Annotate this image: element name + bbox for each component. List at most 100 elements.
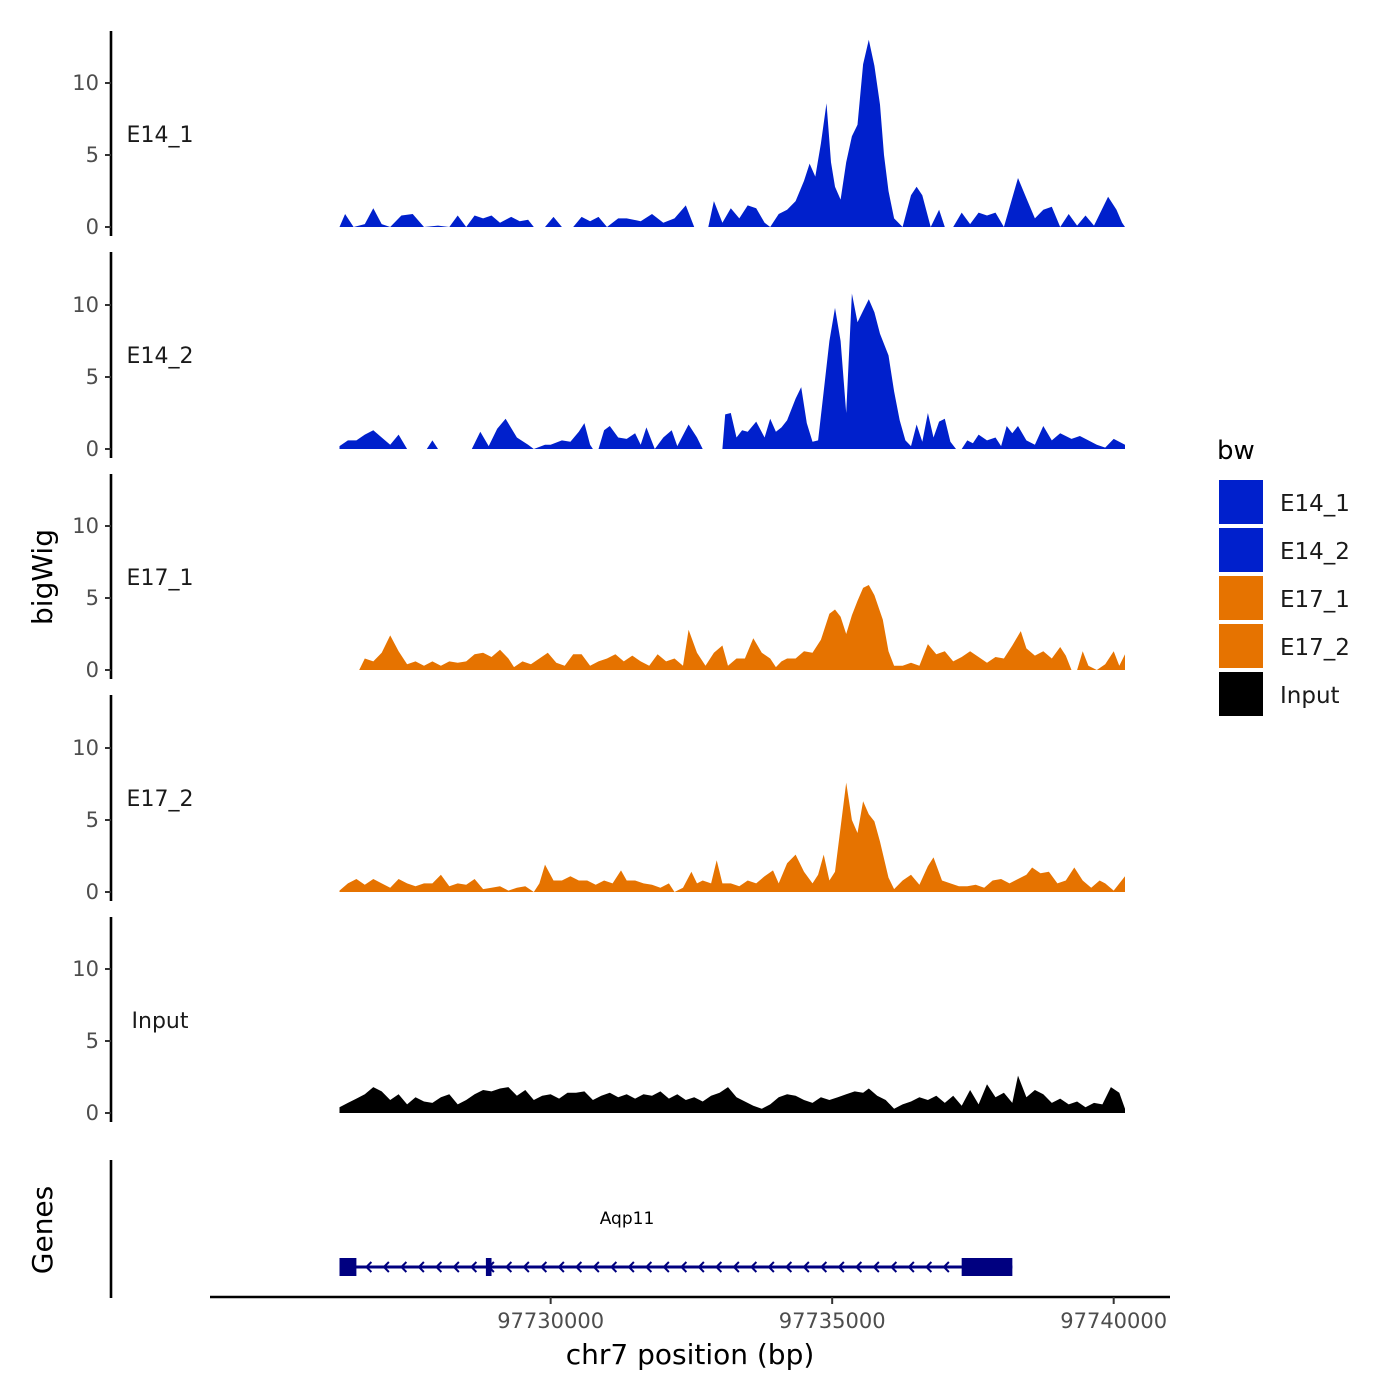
- strand-arrow: [609, 1261, 618, 1273]
- strand-arrow: [819, 1261, 828, 1273]
- y-axis-ticks-e14-2: 0 5 10: [72, 293, 111, 461]
- legend-key-e17-1: [1219, 576, 1263, 620]
- legend-key-e17-2: [1219, 624, 1263, 668]
- track-input: 0 5 10 Input: [72, 917, 1125, 1125]
- track-e14-2: 0 5 10 E14_2: [72, 252, 1125, 461]
- legend: bw E14_1 E14_2 E17_1 E17_2 Input: [1217, 436, 1350, 716]
- legend-item-input: Input: [1219, 672, 1340, 716]
- legend-item-e17-2: E17_2: [1219, 624, 1350, 668]
- y-axis-ticks-input: 0 5 10: [72, 957, 111, 1125]
- strand-arrow: [399, 1261, 408, 1273]
- y-tick-label-5: 5: [86, 1029, 99, 1053]
- strand-arrow: [679, 1261, 688, 1273]
- track-e17-1: 0 5 10 E17_1: [72, 474, 1125, 682]
- legend-key-e14-2: [1219, 528, 1263, 572]
- strand-arrow: [382, 1261, 390, 1273]
- legend-item-e17-1: E17_1: [1219, 576, 1350, 620]
- y-tick-label-0: 0: [86, 658, 99, 682]
- strand-arrow: [732, 1261, 740, 1273]
- x-tick-label: 97730000: [497, 1309, 604, 1333]
- legend-key-e14-1: [1219, 480, 1263, 524]
- x-axis-ticks: 97730000 97735000 97740000: [497, 1297, 1167, 1333]
- strand-arrow: [662, 1261, 670, 1273]
- y-tick-label-10: 10: [72, 736, 99, 760]
- strand-arrow: [434, 1261, 443, 1273]
- strand-arrow: [697, 1261, 705, 1273]
- strand-arrow: [574, 1261, 583, 1273]
- track-label-e17-1: E17_1: [127, 566, 194, 591]
- x-tick-label: 97735000: [779, 1309, 886, 1333]
- area-series-e17-2: [339, 782, 1125, 892]
- strand-arrow: [504, 1261, 513, 1273]
- strand-arrow: [522, 1261, 530, 1273]
- strand-arrow: [942, 1261, 950, 1273]
- gene-label-aqp11: Aqp11: [600, 1209, 655, 1229]
- x-tick-label: 97740000: [1060, 1309, 1167, 1333]
- track-label-e14-2: E14_2: [127, 344, 194, 369]
- area-series-e14-2: [339, 293, 1125, 449]
- strand-arrow: [557, 1261, 565, 1273]
- legend-label-e17-1: E17_1: [1280, 587, 1350, 613]
- y-tick-label-5: 5: [86, 143, 99, 167]
- strand-arrow: [417, 1261, 425, 1273]
- strand-arrow: [784, 1261, 793, 1273]
- gene-exon-1: [339, 1258, 357, 1276]
- legend-item-e14-1: E14_1: [1219, 480, 1350, 524]
- track-label-e14-1: E14_1: [127, 123, 194, 148]
- y-tick-label-5: 5: [86, 365, 99, 389]
- y-axis-ticks-e14-1: 0 5 10: [72, 71, 111, 239]
- y-tick-label-10: 10: [72, 514, 99, 538]
- y-tick-label-0: 0: [86, 215, 99, 239]
- strand-arrow: [364, 1261, 373, 1273]
- track-e14-1: 0 5 10 E14_1: [72, 31, 1125, 239]
- y-axis-ticks-e17-2: 0 5 10: [72, 736, 111, 904]
- legend-label-e14-1: E14_1: [1280, 491, 1350, 517]
- strand-arrow: [802, 1261, 810, 1273]
- strand-arrow: [714, 1261, 723, 1273]
- strand-arrow: [469, 1261, 478, 1273]
- gene-exons: [339, 1258, 1013, 1276]
- y-tick-label-0: 0: [86, 1101, 99, 1125]
- area-series-input: [339, 1075, 1125, 1113]
- area-series-e14-1: [339, 39, 1125, 227]
- gene-track: Aqp11: [109, 1160, 1013, 1298]
- y-axis-ticks-e17-1: 0 5 10: [72, 514, 111, 682]
- strand-arrow: [627, 1261, 635, 1273]
- strand-arrow: [592, 1261, 600, 1273]
- strand-arrow: [837, 1261, 845, 1273]
- track-label-e17-2: E17_2: [127, 787, 194, 812]
- legend-key-input: [1219, 672, 1263, 716]
- strand-arrow: [749, 1261, 758, 1273]
- gene-exon-3: [961, 1258, 1013, 1276]
- strand-arrow: [644, 1261, 653, 1273]
- gene-track-title: Genes: [26, 1186, 59, 1274]
- strand-arrow: [767, 1261, 775, 1273]
- y-axis-title: bigWig: [26, 529, 59, 625]
- strand-arrow: [539, 1261, 548, 1273]
- y-tick-label-0: 0: [86, 880, 99, 904]
- gene-exon-2: [485, 1258, 492, 1276]
- strand-arrow: [924, 1261, 933, 1273]
- x-axis: 97730000 97735000 97740000: [210, 1295, 1170, 1333]
- legend-title: bw: [1217, 436, 1255, 466]
- strand-arrow: [452, 1261, 460, 1273]
- legend-label-e17-2: E17_2: [1280, 635, 1350, 661]
- y-tick-label-0: 0: [86, 437, 99, 461]
- legend-item-e14-2: E14_2: [1219, 528, 1350, 572]
- strand-arrow: [854, 1261, 863, 1273]
- strand-arrow: [872, 1261, 880, 1273]
- y-tick-label-10: 10: [72, 71, 99, 95]
- y-tick-label-10: 10: [72, 293, 99, 317]
- track-label-input: Input: [132, 1009, 189, 1034]
- y-tick-label-5: 5: [86, 808, 99, 832]
- legend-label-input: Input: [1280, 683, 1340, 709]
- y-tick-label-10: 10: [72, 957, 99, 981]
- gene-strand-arrows: [364, 1261, 950, 1273]
- legend-label-e14-2: E14_2: [1280, 539, 1350, 565]
- x-axis-title: chr7 position (bp): [566, 1338, 815, 1371]
- y-tick-label-5: 5: [86, 586, 99, 610]
- track-e17-2: 0 5 10 E17_2: [72, 695, 1125, 904]
- area-series-e17-1: [359, 585, 1125, 670]
- strand-arrow: [907, 1261, 915, 1273]
